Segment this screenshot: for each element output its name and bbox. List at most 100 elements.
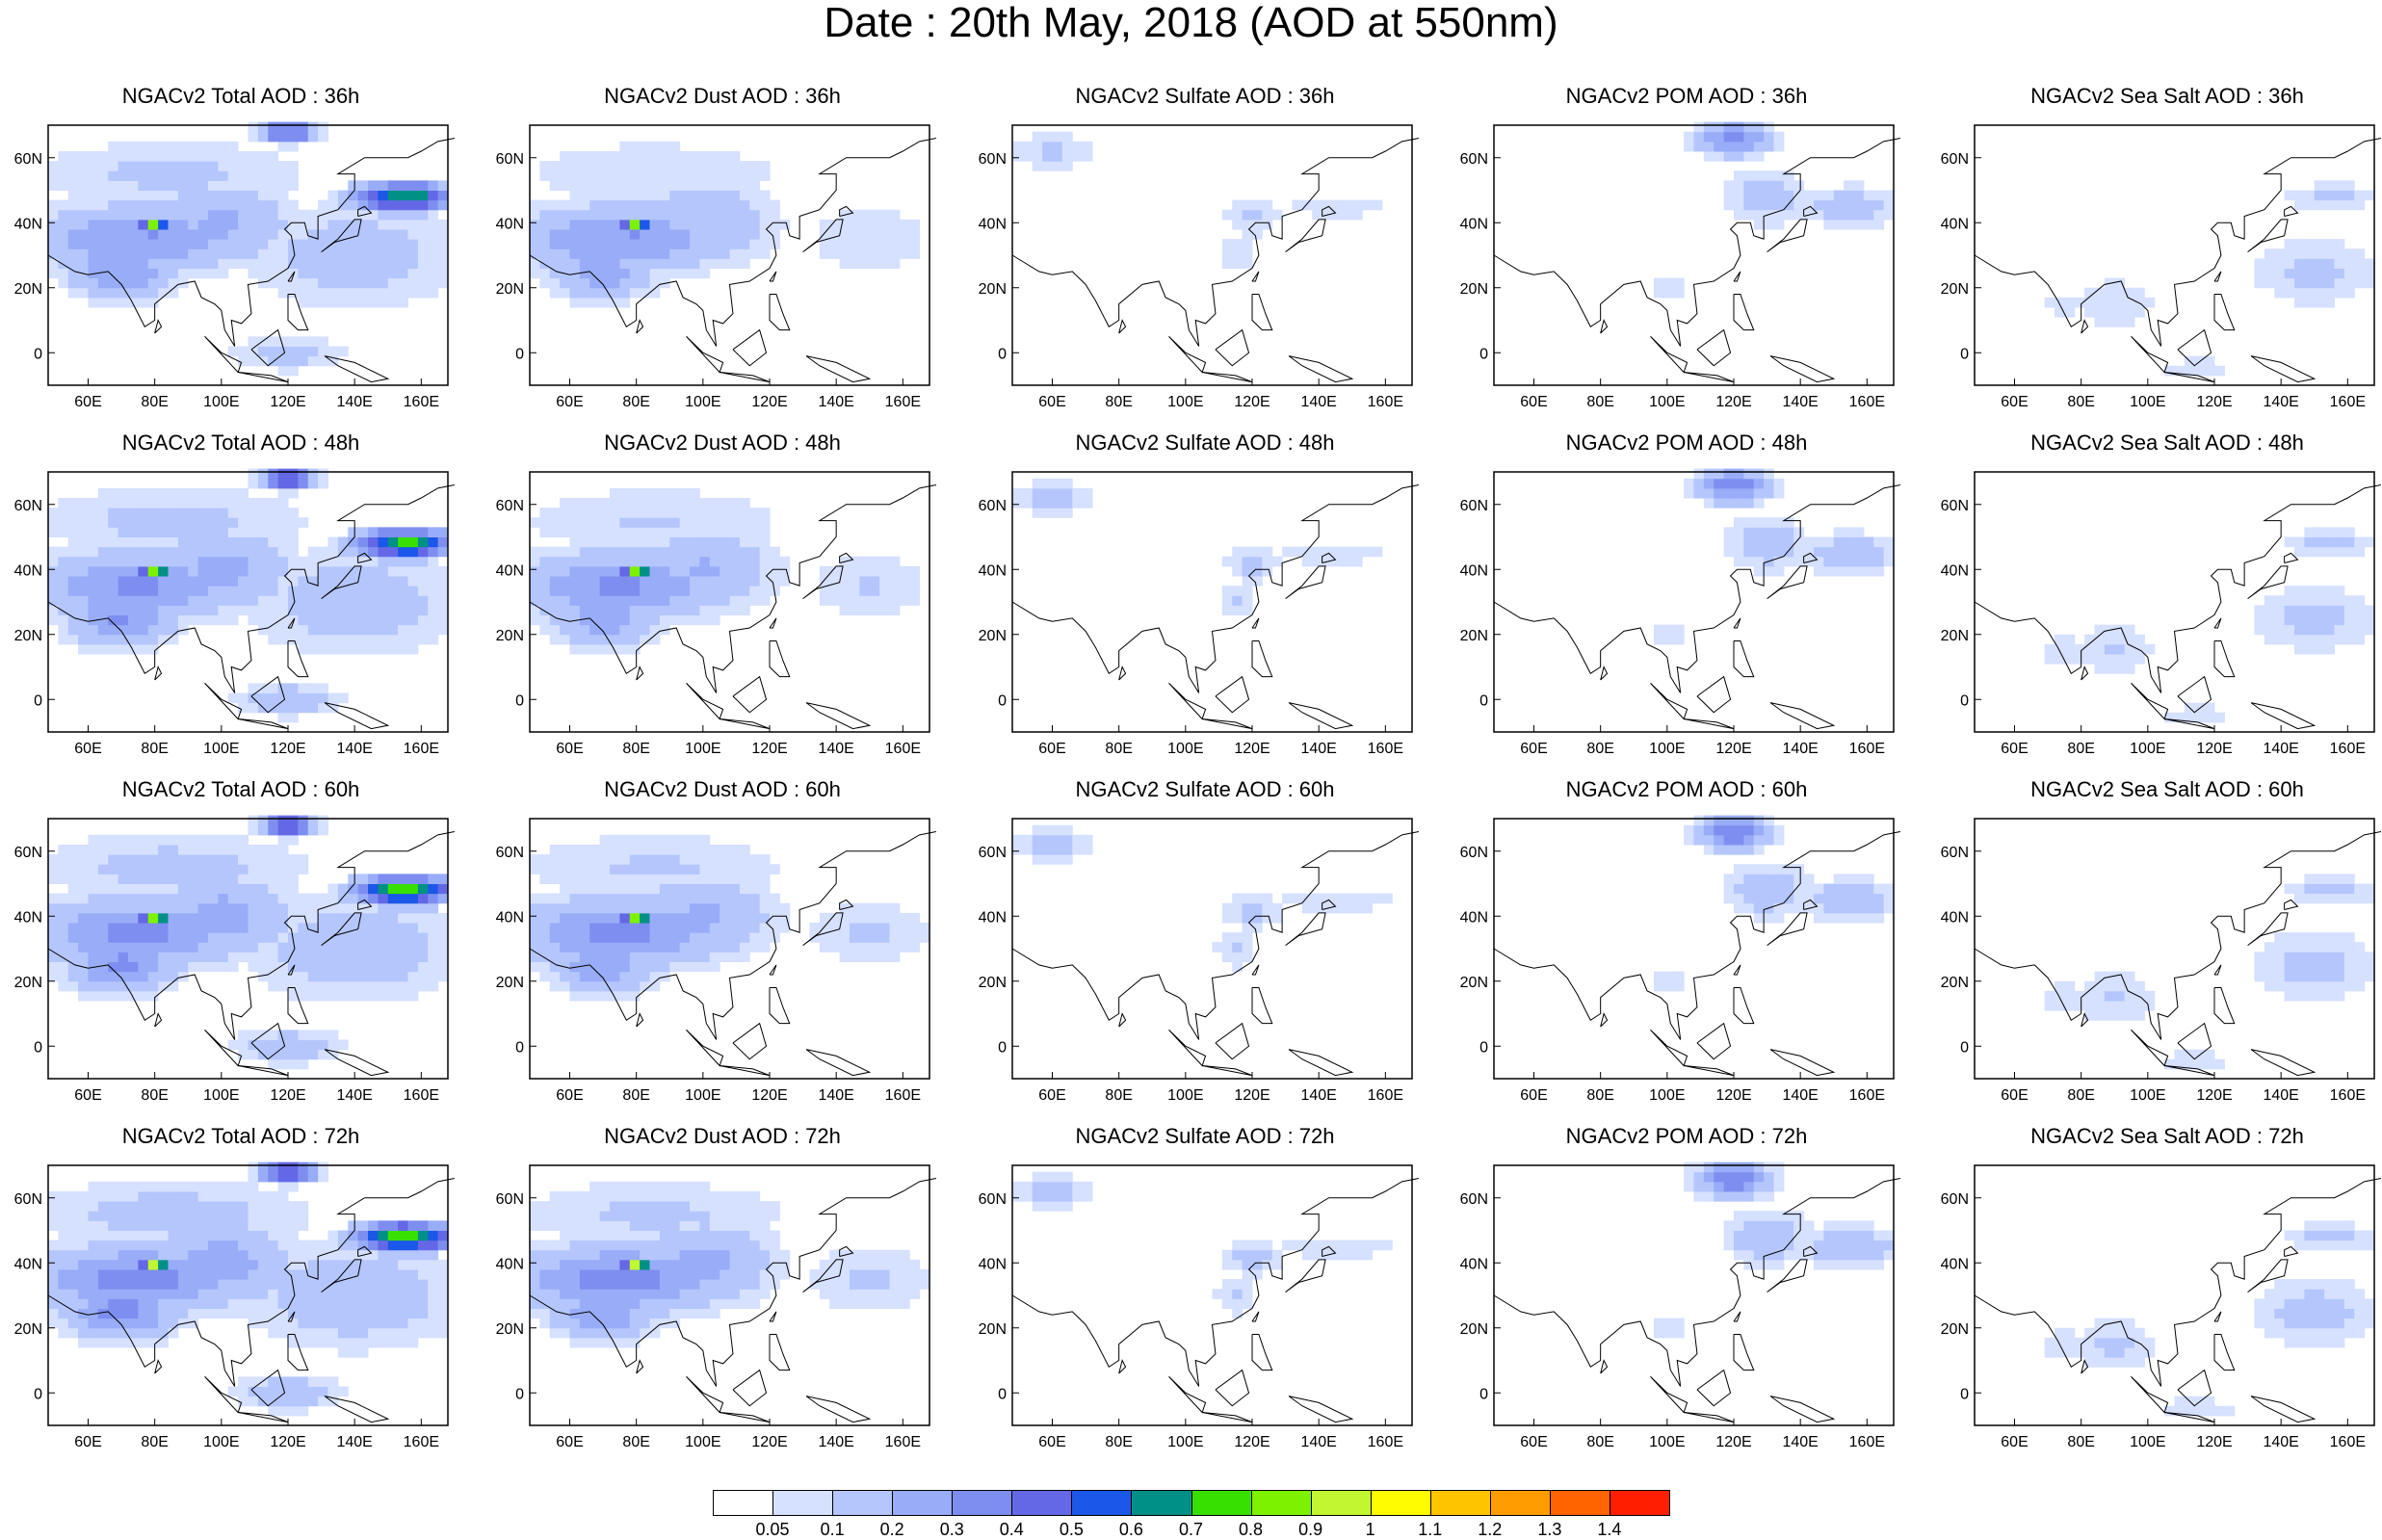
aod-cell (68, 932, 79, 943)
aod-cell (720, 248, 730, 259)
aod-cell (1864, 884, 1874, 895)
aod-cell (308, 269, 319, 279)
aod-cell (288, 1172, 299, 1183)
aod-cell (610, 972, 620, 982)
aod-cell (308, 469, 319, 480)
aod-cell (298, 479, 308, 489)
aod-cell (258, 1240, 269, 1251)
aod-cell (249, 942, 259, 953)
aod-cell (900, 248, 910, 259)
aod-cell (2315, 586, 2325, 596)
aod-cell (148, 1231, 159, 1241)
aod-cell (128, 576, 139, 587)
aod-cell (358, 1338, 369, 1348)
aod-cell (580, 220, 590, 230)
aod-cell (368, 278, 379, 289)
aod-cell (530, 952, 540, 962)
aod-cell (218, 248, 228, 259)
aod-cell (740, 923, 750, 933)
aod-cell (328, 1387, 339, 1397)
aod-cell (779, 557, 790, 567)
aod-cell (840, 229, 851, 240)
aod-cell (158, 854, 169, 865)
aod-cell (98, 180, 109, 191)
aod-cell (2055, 298, 2065, 308)
aod-cell (178, 1309, 189, 1319)
aod-cell (560, 517, 570, 528)
aod-cell (680, 586, 691, 596)
aod-cell (1053, 825, 1063, 836)
aod-cell (600, 566, 611, 577)
aod-cell (278, 972, 289, 982)
aod-cell (108, 1260, 118, 1270)
aod-cell (198, 527, 209, 537)
coastline (1119, 1014, 1126, 1028)
aod-cell (1854, 884, 1865, 895)
aod-cell (1784, 894, 1794, 904)
aod-cell (278, 1211, 289, 1221)
aod-cell (298, 1162, 308, 1173)
aod-cell (1704, 142, 1715, 152)
aod-cell (108, 845, 118, 855)
aod-cell (2255, 269, 2265, 279)
aod-cell (699, 547, 710, 558)
aod-cell (118, 517, 129, 528)
aod-cell (2264, 248, 2275, 259)
aod-cell (358, 1279, 369, 1290)
aod-cell (2264, 635, 2275, 645)
aod-cell (589, 635, 600, 645)
aod-cell (699, 884, 710, 895)
aod-cell (148, 894, 159, 904)
aod-cell (2354, 200, 2365, 211)
aod-cell (1714, 488, 1724, 499)
aod-cell (650, 615, 661, 626)
aod-cell (570, 517, 581, 528)
aod-cell (690, 962, 700, 973)
aod-cell (530, 229, 540, 240)
aod-cell (2304, 894, 2315, 904)
aod-cell (258, 527, 269, 537)
aod-cell (1884, 894, 1895, 904)
aod-cell (198, 1211, 209, 1221)
aod-cell (278, 825, 289, 836)
aod-cell (550, 586, 561, 596)
aod-cell (1873, 884, 1884, 895)
aod-cell (749, 200, 760, 211)
aod-cell (680, 239, 691, 249)
aod-cell (58, 586, 68, 596)
aod-cell (1684, 479, 1694, 489)
aod-cell (318, 1030, 328, 1040)
aod-cell (318, 269, 328, 279)
aod-cell (138, 854, 148, 865)
aod-cell (1232, 903, 1243, 914)
aod-cell (288, 981, 299, 992)
aod-cell (669, 220, 680, 230)
aod-cell (660, 488, 670, 499)
aod-cell (138, 1240, 148, 1251)
aod-cell (148, 1269, 159, 1280)
aod-cell (358, 586, 369, 596)
aod-cell (118, 644, 129, 655)
aod-cell (208, 884, 219, 895)
aod-cell (2084, 654, 2095, 665)
aod-cell (388, 981, 399, 992)
aod-cell (108, 1269, 118, 1280)
aod-cell (98, 170, 109, 181)
aod-cell (338, 269, 349, 279)
lat-tick-label: 40N (979, 909, 1007, 926)
aod-cell (650, 874, 661, 884)
lat-tick-label: 40N (1941, 216, 1969, 232)
aod-cell (398, 288, 408, 299)
aod-cell (850, 932, 860, 943)
aod-cell (148, 913, 159, 924)
aod-cell (128, 269, 139, 279)
aod-cell (268, 1191, 278, 1202)
aod-cell (408, 972, 419, 982)
aod-cell (1754, 517, 1765, 528)
aod-cell (378, 625, 388, 636)
aod-cell (2274, 952, 2285, 962)
aod-cell (760, 239, 771, 249)
aod-cell (98, 508, 109, 518)
aod-cell (740, 913, 750, 924)
